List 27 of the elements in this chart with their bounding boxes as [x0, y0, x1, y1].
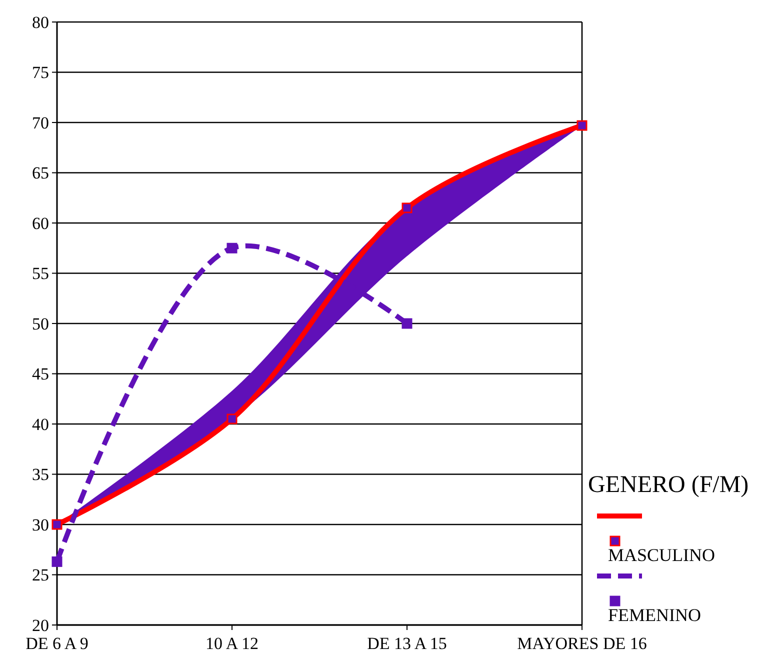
point: [226, 242, 238, 254]
x-tick-label: DE 6 A 9: [26, 634, 88, 653]
point: [52, 519, 62, 530]
y-tick-label: 45: [32, 364, 49, 384]
legend-label: MASCULINO: [608, 545, 716, 565]
y-tick-label: 60: [32, 214, 49, 233]
x-tick-label: DE 13 A 15: [367, 634, 447, 653]
y-tick-label: 50: [32, 314, 49, 334]
legend-label: FEMENINO: [608, 605, 701, 625]
x-tick-label: MAYORES DE 16: [517, 634, 647, 653]
y-tick-label: 75: [32, 63, 49, 82]
legend-title: GENERO (F/M): [588, 472, 749, 498]
y-tick-label: 25: [32, 566, 49, 585]
y-tick-label: 65: [32, 164, 49, 183]
point: [402, 318, 412, 329]
y-tick-label: 70: [32, 113, 49, 132]
point: [576, 120, 588, 131]
point: [52, 556, 62, 567]
y-tick-label: 80: [32, 12, 49, 32]
y-tick-label: 40: [32, 414, 49, 434]
point: [226, 414, 238, 424]
y-tick-label: 35: [32, 465, 49, 484]
x-tick-label: 10 A 12: [206, 634, 258, 653]
y-tick-label: 20: [32, 616, 49, 635]
point: [402, 202, 412, 214]
y-tick-label: 30: [32, 515, 49, 534]
y-tick-label: 55: [32, 264, 49, 284]
